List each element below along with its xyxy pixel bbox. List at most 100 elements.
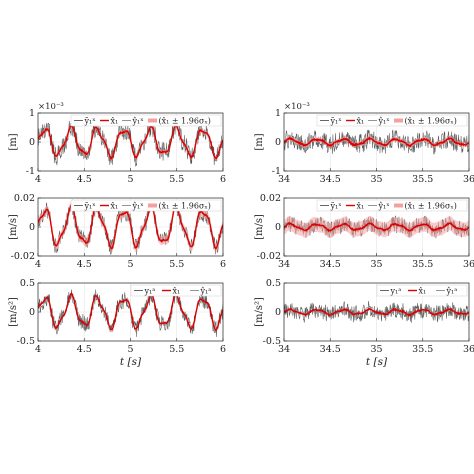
legend-p01: ỹ₁ˣ x̂₁ ŷ₁ˣ (x̂₁ ± 1.96σₓ) xyxy=(316,114,468,127)
multiplier-p01: ×10⁻³ xyxy=(284,102,310,112)
xtick-label-p01-3: 35.5 xyxy=(412,174,433,185)
legend-box-p10 xyxy=(70,199,222,212)
ytick-label-p20-1: 0 xyxy=(29,307,35,318)
xtick-label-p01-0: 34 xyxy=(278,174,290,185)
xlabel-p20: t [s] xyxy=(120,356,142,368)
legend-p11: ỹ₁ˣ x̂₁ ŷ₁ˣ (x̂₁ ± 1.96σₓ) xyxy=(316,199,468,212)
xtick-label-p01-1: 34.5 xyxy=(320,174,341,185)
legend-p00: ỹ₁ˣ x̂₁ ŷ₁ˣ (x̂₁ ± 1.96σₓ) xyxy=(70,114,222,127)
series-estimate-p10 xyxy=(38,204,223,250)
legend-label-p00-3: (x̂₁ ± 1.96σₓ) xyxy=(159,117,211,126)
xtick-label-p11-0: 34 xyxy=(278,259,290,270)
legend-label-p20-2: ŷ₁ᵃ xyxy=(200,287,212,296)
legend-label-p01-2: ŷ₁ˣ xyxy=(378,117,390,126)
plot-p10: 4 4.5 5 5.5 6 -0.02 0 0.02 [m/s] ỹ₁ˣ x̂₁ ŷ₁ˣ (x̂₁ … xyxy=(8,193,226,270)
ytick-label-p10-1: 0 xyxy=(29,222,35,233)
legend-box-p20 xyxy=(130,284,222,297)
xtick-label-p11-4: 36 xyxy=(463,259,474,270)
ytick-label-p11-1: 0 xyxy=(275,222,281,233)
legend-label-p11-3: (x̂₁ ± 1.96σₓ) xyxy=(405,202,457,211)
legend-label-p00-2: ŷ₁ˣ xyxy=(132,117,144,126)
xtick-label-p20-3: 5.5 xyxy=(169,344,184,355)
xtick-label-p10-3: 5.5 xyxy=(169,259,184,270)
ytick-label-p21-2: 0.5 xyxy=(266,278,281,289)
xtick-label-p00-0: 4 xyxy=(35,174,41,185)
xtick-label-p21-4: 36 xyxy=(463,344,474,355)
series-measurement-p01 xyxy=(284,129,469,155)
ytick-label-p10-2: 0.02 xyxy=(14,193,35,204)
xtick-label-p01-2: 35 xyxy=(370,174,382,185)
legend-label-p21-2: ŷ₁ᵃ xyxy=(446,287,458,296)
xtick-label-p10-2: 5 xyxy=(127,259,133,270)
legend-label-p11-1: x̂₁ xyxy=(357,202,365,211)
legend-label-p20-1: x̂₁ xyxy=(173,287,181,296)
series-estimate-p00 xyxy=(38,124,223,160)
legend-box-p21 xyxy=(376,284,468,297)
legend-label-p00-0: ỹ₁ˣ xyxy=(84,117,96,126)
legend-box-p01 xyxy=(316,114,468,127)
plot-p21: 34 34.5 35 35.5 36-0.500.5[m/s²]t [s]y₁ᵃ x̂₁ y… xyxy=(254,278,474,368)
xlabel-p21: t [s] xyxy=(366,356,388,368)
legend-p10: ỹ₁ˣ x̂₁ ŷ₁ˣ (x̂₁ ± 1.96σₓ) xyxy=(70,199,222,212)
series-measurement-p21 xyxy=(284,300,469,323)
legend-p20: y₁ᵃ x̂₁ ŷ₁ᵃ xyxy=(130,284,222,297)
ytick-label-p11-2: 0.02 xyxy=(260,193,281,204)
xtick-label-p21-0: 34 xyxy=(278,344,290,355)
legend-label-p10-2: ŷ₁ˣ xyxy=(132,202,144,211)
ytick-label-p10-0: -0.02 xyxy=(11,251,35,262)
xtick-label-p21-1: 34.5 xyxy=(320,344,341,355)
legend-box-p11 xyxy=(316,199,468,212)
ytick-label-p21-1: 0 xyxy=(275,307,281,318)
legend-swatch-p10-3 xyxy=(148,203,157,208)
ytick-label-p00-2: 1 xyxy=(29,108,35,119)
ylabel-p01: [m] xyxy=(254,133,265,150)
xtick-label-p10-0: 4 xyxy=(35,259,41,270)
ytick-label-p01-1: 0 xyxy=(275,137,281,148)
legend-box-p00 xyxy=(70,114,222,127)
legend-swatch-p01-3 xyxy=(394,118,403,123)
series-confidence-band-p00 xyxy=(38,123,223,161)
legend-label-p21-1: x̂₁ xyxy=(419,287,427,296)
ytick-label-p01-0: -1 xyxy=(272,166,281,177)
ytick-label-p11-0: -0.02 xyxy=(257,251,281,262)
plot-p00: 4 4.5 5 5.5 6 -1 0 1 [m] ×10⁻³ ỹ₁ˣ x̂₁ ŷ₁ˣ (x̂₁ ± 1… xyxy=(8,102,226,185)
ylabel-p10: [m/s] xyxy=(8,214,19,240)
ytick-label-p00-1: 0 xyxy=(29,137,35,148)
legend-label-p00-1: x̂₁ xyxy=(111,117,119,126)
legend-swatch-p11-3 xyxy=(394,203,403,208)
ylabel-p20: [m/s²] xyxy=(8,297,19,327)
series-estimate-p21 xyxy=(284,307,469,317)
multiplier-p00: ×10⁻³ xyxy=(38,102,64,112)
legend-label-p10-1: x̂₁ xyxy=(111,202,119,211)
legend-p21: y₁ᵃ x̂₁ ŷ₁ᵃ xyxy=(376,284,468,297)
legend-label-p01-3: (x̂₁ ± 1.96σₓ) xyxy=(405,117,457,126)
xtick-label-p20-4: 6 xyxy=(220,344,226,355)
plot-p01: 34 34.5 35 35.5 36 -1 0 1 [m] ×10⁻³ ỹ₁ˣ x̂₁ ŷ₁ˣ (x̂… xyxy=(254,102,474,185)
ytick-label-p20-0: -0.5 xyxy=(17,336,35,347)
ytick-label-p20-2: 0.5 xyxy=(20,278,35,289)
series-estimate-p20 xyxy=(38,292,223,332)
xtick-label-p10-4: 6 xyxy=(220,259,226,270)
ylabel-p21: [m/s²] xyxy=(254,297,265,327)
xtick-label-p11-3: 35.5 xyxy=(412,259,433,270)
xtick-label-p10-1: 4.5 xyxy=(77,259,92,270)
ylabel-p00: [m] xyxy=(8,133,19,150)
legend-label-p10-3: (x̂₁ ± 1.96σₓ) xyxy=(159,202,211,211)
legend-label-p10-0: ỹ₁ˣ xyxy=(84,202,96,211)
xtick-label-p00-1: 4.5 xyxy=(77,174,92,185)
legend-label-p11-0: ỹ₁ˣ xyxy=(330,202,342,211)
legend-label-p11-2: ŷ₁ˣ xyxy=(378,202,390,211)
xtick-label-p21-3: 35.5 xyxy=(412,344,433,355)
legend-label-p01-1: x̂₁ xyxy=(357,117,365,126)
ytick-label-p21-0: -0.5 xyxy=(263,336,281,347)
ylabel-p11: [m/s] xyxy=(254,214,265,240)
xtick-label-p20-0: 4 xyxy=(35,344,41,355)
xtick-label-p00-3: 5.5 xyxy=(169,174,184,185)
legend-label-p21-0: y₁ᵃ xyxy=(390,287,402,296)
xtick-label-p01-4: 36 xyxy=(463,174,474,185)
xtick-label-p00-4: 6 xyxy=(220,174,226,185)
plot-p20: 4 4.5 5 5.5 6 -0.5 0 0.5[m/s²] t [s] y₁ᵃ x̂₁ ŷ₁ᵃ xyxy=(8,278,226,368)
xtick-label-p00-2: 5 xyxy=(127,174,133,185)
xtick-label-p11-1: 34.5 xyxy=(320,259,341,270)
